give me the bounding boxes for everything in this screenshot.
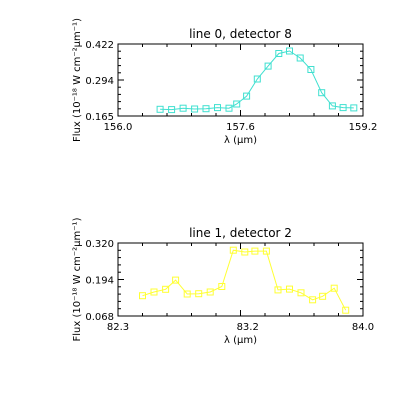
data-point [253, 75, 261, 83]
data-point [262, 247, 270, 255]
data-point [233, 100, 241, 108]
y-tick-label-2: 0.422 [85, 40, 114, 51]
y-axis-label: Flux (10⁻¹⁸ W cm⁻²μm⁻¹) [72, 18, 83, 142]
data-point [307, 66, 315, 73]
y-tick-label-0: 0.068 [85, 312, 114, 323]
data-point [202, 105, 210, 113]
panel-top: line 0, detector 8 156.0 157.6 159.2 0.1… [72, 18, 377, 146]
data-point [168, 106, 176, 114]
tick-marks [117, 43, 364, 117]
data-point [172, 276, 180, 284]
data-point [218, 283, 226, 290]
data-point [264, 62, 272, 70]
data-point [225, 104, 233, 112]
tick-marks [117, 242, 364, 317]
data-point [318, 89, 326, 97]
series-line [142, 249, 347, 311]
data-point [297, 289, 305, 297]
data-point [179, 104, 187, 112]
chart-title: line 1, detector 2 [189, 226, 292, 240]
data-point [191, 105, 199, 113]
series-markers [156, 47, 358, 114]
data-point [139, 292, 146, 300]
x-tick-label-1: 157.6 [226, 122, 255, 133]
series-line [160, 50, 354, 111]
data-point [286, 285, 293, 293]
y-axis-label: Flux (10⁻¹⁸ W cm⁻²μm⁻¹) [72, 217, 83, 341]
y-tick-label-1: 0.194 [85, 276, 114, 287]
data-point [350, 104, 358, 112]
series-markers [139, 246, 350, 314]
data-point [162, 285, 170, 293]
data-point [339, 104, 347, 112]
panel-bottom: line 1, detector 2 82.3 83.2 84.0 0.068 … [72, 217, 374, 346]
x-tick-label-2: 159.2 [349, 122, 378, 133]
data-point [214, 104, 221, 112]
data-point [309, 296, 317, 304]
x-axis-label: λ (μm) [224, 135, 257, 146]
data-point [274, 286, 282, 294]
x-tick-label-0: 82.3 [107, 322, 129, 333]
data-point [286, 47, 293, 55]
data-point [342, 306, 350, 314]
data-point [296, 54, 304, 62]
data-point [183, 290, 191, 298]
data-point [229, 246, 237, 254]
data-point [243, 92, 251, 100]
y-tick-label-0: 0.165 [85, 112, 114, 123]
data-point [195, 290, 203, 298]
data-point [319, 292, 327, 300]
data-point [206, 288, 214, 296]
data-point [251, 247, 259, 255]
data-point [156, 105, 164, 113]
chart-title: line 0, detector 8 [189, 27, 292, 41]
x-tick-label-0: 156.0 [104, 122, 133, 133]
data-point [241, 248, 249, 256]
data-point [328, 102, 336, 110]
x-axis-label: λ (μm) [224, 335, 257, 346]
x-tick-label-2: 84.0 [352, 322, 374, 333]
x-tick-label-1: 83.2 [237, 322, 259, 333]
data-point [275, 50, 283, 57]
y-tick-label-1: 0.294 [85, 76, 114, 87]
data-point [330, 284, 338, 292]
data-point [150, 288, 158, 296]
y-tick-label-2: 0.320 [85, 239, 114, 250]
